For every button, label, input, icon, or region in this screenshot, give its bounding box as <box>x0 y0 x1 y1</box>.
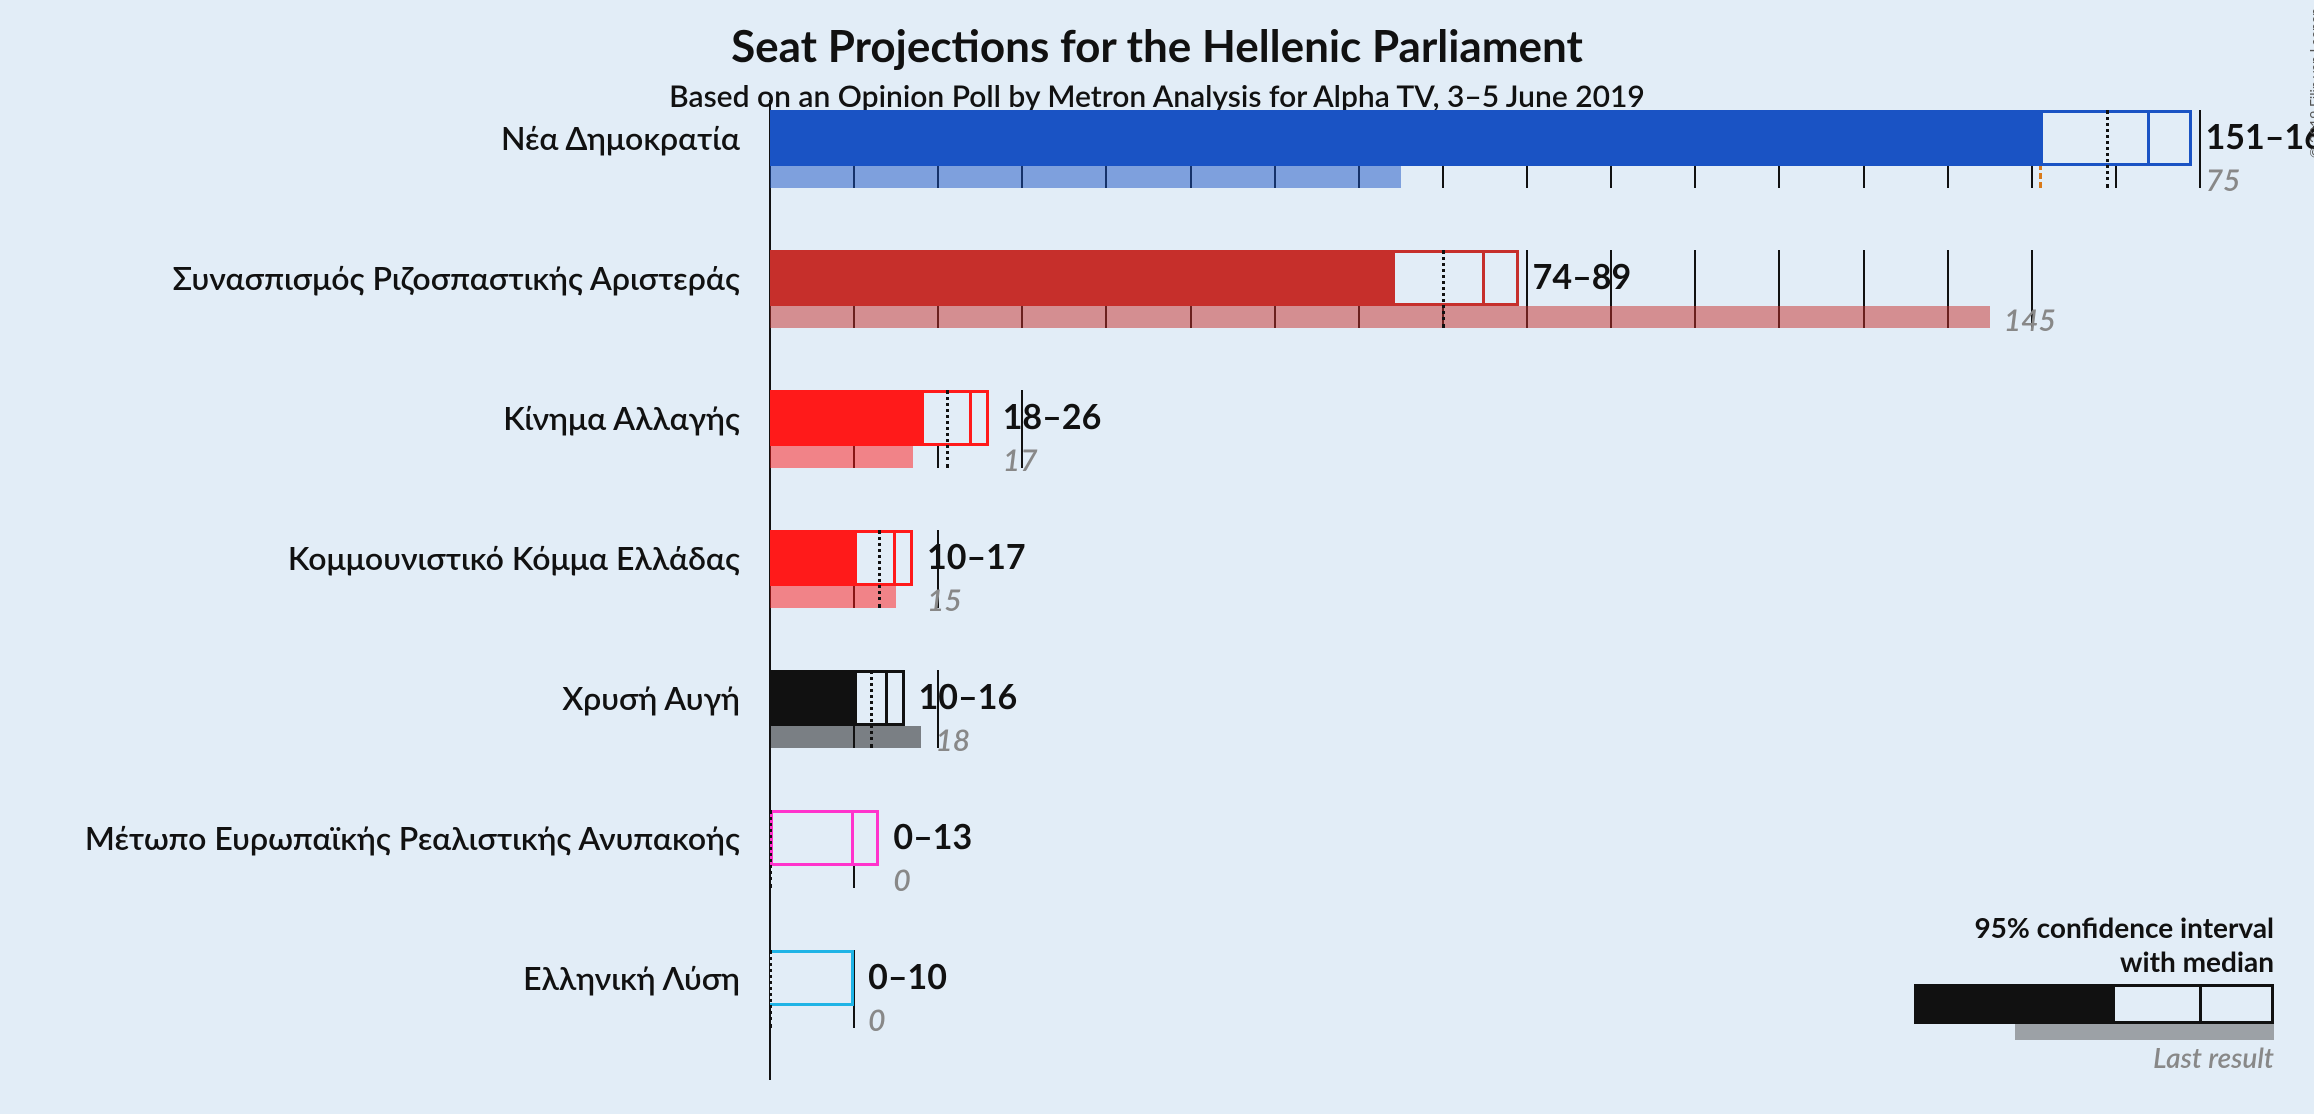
ci-bar-segment <box>770 810 854 866</box>
ci-bar-segment <box>972 390 989 446</box>
previous-seat-value: 18 <box>935 722 970 758</box>
seat-range-value: 0–10 <box>868 956 947 997</box>
party-row: Συνασπισμός Ριζοσπαστικής Αριστεράς 74–89… <box>0 240 2314 380</box>
grid-tick <box>2199 110 2201 188</box>
party-row: Χρυσή Αυγή 10–16 18 <box>0 660 2314 800</box>
ci-bar-segment <box>770 530 854 586</box>
previous-result-bar <box>770 446 913 468</box>
ci-bar-segment <box>888 670 905 726</box>
legend: 95% confidence interval with median Last… <box>1914 910 2274 1074</box>
party-label: Κίνημα Αλλαγής <box>0 398 740 437</box>
median-marker <box>2106 110 2109 188</box>
previous-seat-value: 0 <box>893 862 910 898</box>
ci-bar-segment <box>770 670 854 726</box>
legend-ci-segment <box>1914 984 2112 1024</box>
party-row: Νέα Δημοκρατία 151–169 75 <box>0 100 2314 240</box>
previous-result-bar <box>770 166 1401 188</box>
party-label: Μέτωπο Ευρωπαϊκής Ρεαλιστικής Ανυπακοής <box>0 818 740 857</box>
seat-range-value: 10–17 <box>927 536 1026 577</box>
party-label: Κομμουνιστικό Κόμμα Ελλάδας <box>0 538 740 577</box>
median-marker <box>769 810 772 888</box>
ci-bar-segment <box>770 250 1392 306</box>
seat-range-value: 74–89 <box>1533 256 1632 297</box>
previous-seat-value: 0 <box>868 1002 885 1038</box>
median-marker <box>878 530 881 608</box>
previous-result-bar <box>770 306 1990 328</box>
legend-title-line1: 95% confidence interval <box>1914 910 2274 944</box>
median-marker <box>1442 250 1445 328</box>
seat-range-value: 18–26 <box>1003 396 1102 437</box>
party-label: Χρυσή Αυγή <box>0 678 740 717</box>
ci-bar-segment <box>770 950 854 1006</box>
ci-bar-segment <box>854 530 896 586</box>
previous-result-bar <box>770 726 921 748</box>
ci-bar-segment <box>770 110 2040 166</box>
ci-bar-segment <box>2150 110 2192 166</box>
previous-result-bar <box>770 586 896 608</box>
seat-range-value: 0–13 <box>893 816 972 857</box>
previous-seat-value: 17 <box>1003 442 1038 478</box>
median-marker <box>870 670 873 748</box>
legend-title-line2: with median <box>1914 944 2274 978</box>
median-marker <box>946 390 949 468</box>
seat-range-value: 10–16 <box>919 676 1018 717</box>
party-row: Κίνημα Αλλαγής 18–26 17 <box>0 380 2314 520</box>
seat-range-value: 151–169 <box>2206 116 2314 157</box>
party-row: Κομμουνιστικό Κόμμα Ελλάδας 10–17 15 <box>0 520 2314 660</box>
chart-title: Seat Projections for the Hellenic Parlia… <box>0 0 2314 72</box>
ci-bar-segment <box>854 810 879 866</box>
previous-seat-value: 75 <box>2206 162 2241 198</box>
party-label: Συνασπισμός Ριζοσπαστικής Αριστεράς <box>0 258 740 297</box>
legend-ci-segment <box>2112 984 2202 1024</box>
legend-prev-label: Last result <box>1914 1040 2274 1074</box>
legend-ci-segment <box>2202 984 2274 1024</box>
previous-seat-value: 145 <box>2004 302 2056 338</box>
median-marker <box>769 950 772 1028</box>
party-label: Ελληνική Λύση <box>0 958 740 997</box>
ci-bar-segment <box>2040 110 2149 166</box>
party-label: Νέα Δημοκρατία <box>0 118 740 157</box>
ci-bar-segment <box>1485 250 1519 306</box>
ci-bar-segment <box>896 530 913 586</box>
previous-seat-value: 15 <box>927 582 962 618</box>
legend-prev-bar <box>2015 1024 2274 1040</box>
legend-ci-bar <box>1914 984 2274 1024</box>
ci-bar-segment <box>1392 250 1485 306</box>
ci-bar-segment <box>770 390 921 446</box>
copyright-text: © 2019 Filip van Laenen <box>2306 8 2314 158</box>
